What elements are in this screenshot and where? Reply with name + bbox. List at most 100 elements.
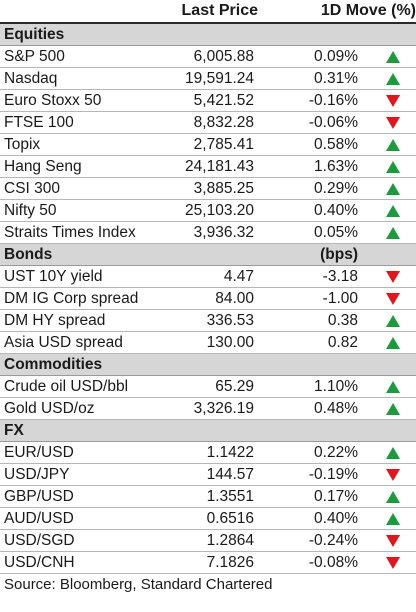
table-row: DM IG Corp spread 84.00 -1.00: [0, 288, 416, 310]
down-triangle-icon: [386, 468, 400, 481]
instrument-name: Topix: [4, 135, 41, 153]
daily-move: 0.40%: [314, 509, 358, 527]
table-row: Hang Seng 24,181.43 1.63%: [0, 156, 416, 178]
table-row: AUD/USD 0.6516 0.40%: [0, 508, 416, 530]
daily-move: 0.48%: [314, 399, 358, 417]
up-triangle-icon: [386, 446, 400, 459]
direction-indicator: [370, 138, 416, 151]
instrument-name: S&P 500: [4, 47, 65, 65]
direction-indicator: [370, 336, 416, 349]
daily-move: 0.22%: [314, 443, 358, 461]
section-header: Commodities: [0, 354, 416, 376]
daily-move: 0.17%: [314, 487, 358, 505]
down-triangle-icon: [386, 556, 400, 569]
section-header: Bonds (bps): [0, 244, 416, 266]
section-unit: (bps): [320, 245, 358, 263]
instrument-name: Crude oil USD/bbl: [4, 377, 129, 395]
last-price: 25,103.20: [185, 201, 254, 219]
up-triangle-icon: [386, 204, 400, 217]
last-price: 3,326.19: [193, 399, 254, 417]
up-triangle-icon: [386, 182, 400, 195]
table-row: GBP/USD 1.3551 0.17%: [0, 486, 416, 508]
last-price: 2,785.41: [193, 135, 254, 153]
daily-move: -0.06%: [308, 113, 358, 131]
table-row: USD/CNH 7.1826 -0.08%: [0, 552, 416, 574]
section-title: Bonds: [4, 245, 53, 263]
daily-move: 0.31%: [314, 69, 358, 87]
instrument-name: Hang Seng: [4, 157, 82, 175]
table-row: Straits Times Index 3,936.32 0.05%: [0, 222, 416, 244]
down-triangle-icon: [386, 270, 400, 283]
up-triangle-icon: [386, 490, 400, 503]
direction-indicator: [370, 116, 416, 129]
last-price: 19,591.24: [185, 69, 254, 87]
last-price: 6,005.88: [193, 47, 254, 65]
table-row: S&P 500 6,005.88 0.09%: [0, 46, 416, 68]
direction-indicator: [370, 468, 416, 481]
instrument-name: Nasdaq: [4, 69, 58, 87]
instrument-name: AUD/USD: [4, 509, 74, 527]
table-row: Nasdaq 19,591.24 0.31%: [0, 68, 416, 90]
daily-move: 1.10%: [314, 377, 358, 395]
instrument-name: EUR/USD: [4, 443, 74, 461]
daily-move: 0.05%: [314, 223, 358, 241]
table-row: Euro Stoxx 50 5,421.52 -0.16%: [0, 90, 416, 112]
daily-move: -0.08%: [308, 553, 358, 571]
table-row: Crude oil USD/bbl 65.29 1.10%: [0, 376, 416, 398]
direction-indicator: [370, 94, 416, 107]
direction-indicator: [370, 292, 416, 305]
direction-indicator: [370, 226, 416, 239]
last-price: 1.1422: [206, 443, 254, 461]
daily-move: -3.18: [322, 267, 358, 285]
last-price: 336.53: [206, 311, 254, 329]
down-triangle-icon: [386, 292, 400, 305]
instrument-name: USD/JPY: [4, 465, 70, 483]
table-row: UST 10Y yield 4.47 -3.18: [0, 266, 416, 288]
instrument-name: USD/SGD: [4, 531, 75, 549]
daily-move: -0.16%: [308, 91, 358, 109]
direction-indicator: [370, 50, 416, 63]
last-price: 3,885.25: [193, 179, 254, 197]
section-title: Commodities: [4, 355, 103, 373]
instrument-name: USD/CNH: [4, 553, 75, 571]
direction-indicator: [370, 72, 416, 85]
section-header: FX: [0, 420, 416, 442]
instrument-name: DM IG Corp spread: [4, 289, 139, 307]
last-price: 65.29: [215, 377, 254, 395]
up-triangle-icon: [386, 402, 400, 415]
down-triangle-icon: [386, 116, 400, 129]
table-row: DM HY spread 336.53 0.38: [0, 310, 416, 332]
last-price: 1.3551: [206, 487, 254, 505]
direction-indicator: [370, 204, 416, 217]
table-row: FTSE 100 8,832.28 -0.06%: [0, 112, 416, 134]
instrument-name: Euro Stoxx 50: [4, 91, 102, 109]
up-triangle-icon: [386, 160, 400, 173]
instrument-name: UST 10Y yield: [4, 267, 103, 285]
market-table: Last Price 1D Move (%) Equities S&P 500 6,…: [0, 0, 416, 593]
last-price: 24,181.43: [185, 157, 254, 175]
table-body: Equities S&P 500 6,005.88 0.09% Nasdaq 19,591…: [0, 24, 416, 574]
up-triangle-icon: [386, 226, 400, 239]
direction-indicator: [370, 270, 416, 283]
direction-indicator: [370, 512, 416, 525]
table-row: USD/SGD 1.2864 -0.24%: [0, 530, 416, 552]
daily-move: 0.29%: [314, 179, 358, 197]
instrument-name: Asia USD spread: [4, 333, 123, 351]
instrument-name: Gold USD/oz: [4, 399, 95, 417]
direction-indicator: [370, 314, 416, 327]
up-triangle-icon: [386, 50, 400, 63]
source-note: Source: Bloomberg, Standard Chartered: [4, 576, 273, 593]
table-row: EUR/USD 1.1422 0.22%: [0, 442, 416, 464]
last-price: 144.57: [206, 465, 254, 483]
table-header: Last Price 1D Move (%): [0, 0, 416, 24]
up-triangle-icon: [386, 138, 400, 151]
instrument-name: Straits Times Index: [4, 223, 136, 241]
last-price: 130.00: [206, 333, 254, 351]
down-triangle-icon: [386, 94, 400, 107]
direction-indicator: [370, 402, 416, 415]
daily-move: 1.63%: [314, 157, 358, 175]
direction-indicator: [370, 160, 416, 173]
instrument-name: FTSE 100: [4, 113, 74, 131]
down-triangle-icon: [386, 534, 400, 547]
daily-move: -0.24%: [308, 531, 358, 549]
